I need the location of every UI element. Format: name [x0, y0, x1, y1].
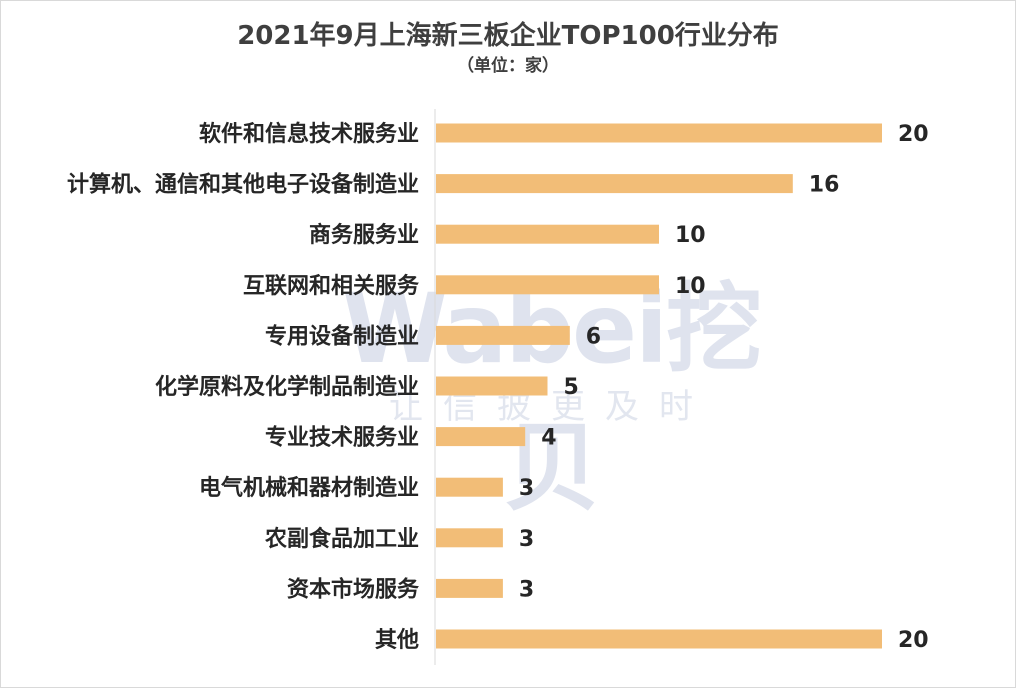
- data-label: 10: [675, 223, 706, 248]
- data-label: 3: [519, 577, 534, 602]
- bar: [436, 123, 882, 143]
- data-label: 10: [675, 274, 706, 299]
- chart-title: 2021年9月上海新三板企业TOP100行业分布: [237, 21, 779, 51]
- data-label: 16: [809, 173, 840, 198]
- category-label: 其他: [375, 628, 419, 653]
- bar: [436, 528, 503, 548]
- data-label: 3: [519, 476, 534, 501]
- data-label: 5: [564, 375, 579, 400]
- category-label: 农副食品加工业: [264, 526, 419, 552]
- bar: [436, 376, 548, 396]
- bar: [436, 325, 570, 345]
- chart-subtitle: （单位：家）: [457, 56, 559, 76]
- data-label: 6: [586, 324, 601, 349]
- data-label: 20: [898, 122, 929, 147]
- category-label: 资本市场服务: [287, 576, 420, 602]
- bar: [436, 275, 659, 295]
- category-label: 电气机械和器材制造业: [199, 475, 419, 501]
- bar: [436, 477, 503, 497]
- bar: [436, 578, 503, 598]
- data-label: 4: [541, 426, 556, 451]
- data-label: 20: [898, 628, 929, 653]
- category-label: 专业技术服务业: [265, 425, 419, 451]
- data-label: 3: [519, 527, 534, 552]
- category-label: 互联网和相关服务: [243, 274, 420, 299]
- category-label: 软件和信息技术服务业: [199, 121, 419, 147]
- bar: [436, 174, 793, 194]
- bar: [436, 629, 882, 649]
- category-label: 化学原料及化学制品制造业: [155, 374, 419, 400]
- category-label: 商务服务业: [309, 222, 419, 248]
- category-label: 专用设备制造业: [265, 323, 419, 349]
- bar: [436, 224, 659, 244]
- category-label: 计算机、通信和其他电子设备制造业: [67, 172, 419, 198]
- bar: [436, 427, 526, 447]
